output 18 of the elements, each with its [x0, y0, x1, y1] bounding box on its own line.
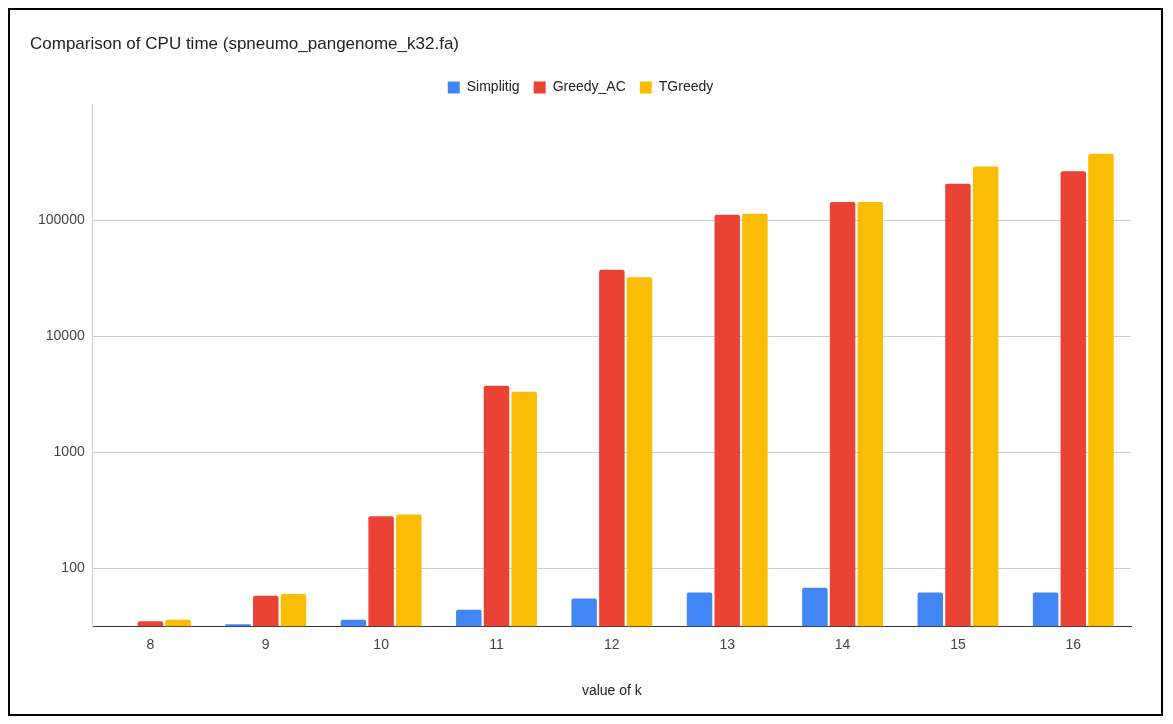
- x-tick-label: 9: [261, 635, 270, 652]
- x-tick-label: 12: [604, 635, 620, 652]
- x-tick-label: 15: [950, 635, 966, 652]
- x-tick-label: 14: [834, 635, 851, 652]
- chart-title: Comparison of CPU time (spneumo_pangenome_k32.fa): [30, 33, 460, 53]
- x-axis-title: value of k: [581, 682, 643, 699]
- x-tick-label: 13: [719, 635, 736, 652]
- legend-label: Greedy_AC: [552, 78, 626, 95]
- x-tick-label: 8: [146, 635, 155, 652]
- y-tick-label: 100: [61, 559, 85, 576]
- x-tick-label: 11: [489, 635, 504, 652]
- x-tick-label: 16: [1065, 635, 1082, 652]
- y-tick-label: 1000: [53, 443, 85, 460]
- y-tick-label: 10000: [45, 327, 85, 344]
- x-tick-label: 10: [373, 635, 390, 652]
- y-tick-label: 100000: [38, 211, 85, 228]
- legend-label: Simplitig: [466, 78, 520, 95]
- legend-label: TGreedy: [658, 78, 714, 95]
